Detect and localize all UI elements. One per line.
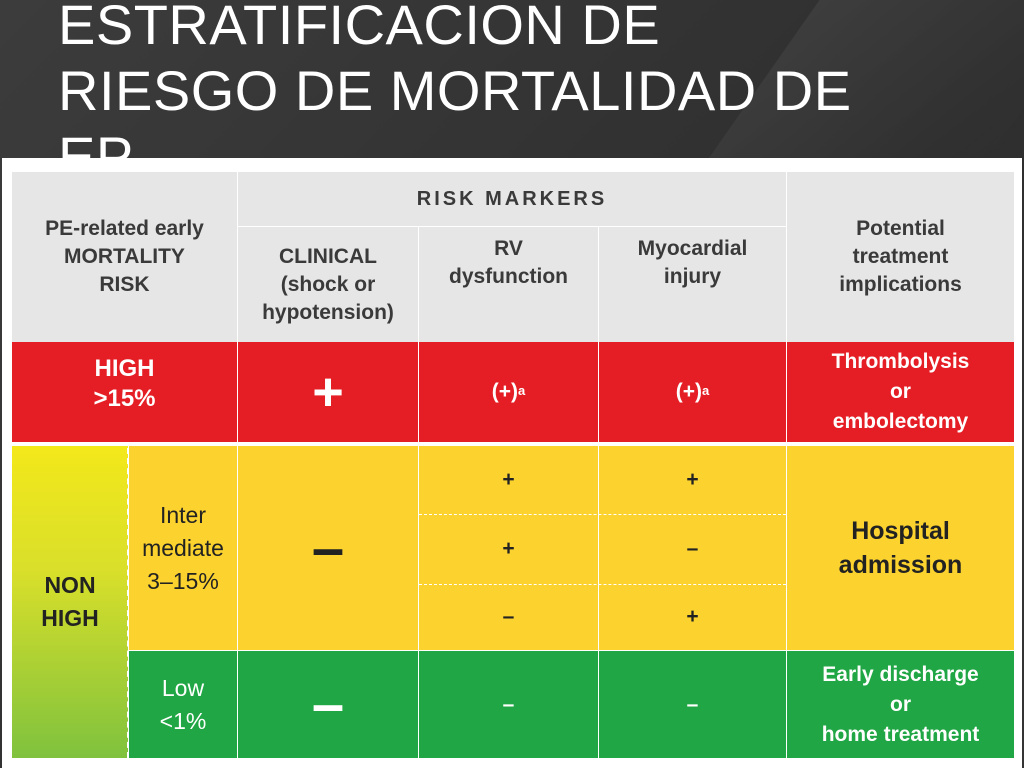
intermediate-implication: Hospital admission: [787, 446, 1014, 650]
risk-table: PE-related early MORTALITY RISK RISK MAR…: [2, 158, 1022, 768]
intermediate-myo-1: +: [599, 446, 786, 514]
header-risk: PE-related early MORTALITY RISK: [12, 172, 237, 342]
intermediate-rv-1: +: [419, 446, 598, 514]
intermediate-label: Inter mediate 3–15%: [129, 446, 237, 650]
header-implications: Potential treatment implications: [787, 172, 1014, 342]
high-implication: Thrombolysis or embolectomy: [787, 342, 1014, 442]
low-rv: –: [419, 651, 598, 758]
high-rv-sup: a: [518, 382, 526, 398]
high-rv: (+) a: [419, 342, 598, 442]
header-risk-markers: RISK MARKERS: [238, 172, 786, 226]
non-high-divider: [127, 448, 129, 758]
high-myo-sup: a: [702, 382, 710, 398]
intermediate-rv-3: –: [419, 584, 598, 650]
low-implication: Early discharge or home treatment: [787, 651, 1014, 758]
high-clinical: +: [238, 342, 418, 442]
intermediate-clinical: –: [238, 446, 418, 650]
intermediate-rv-2: +: [419, 514, 598, 584]
header-myocardial: Myocardial injury: [599, 227, 786, 342]
intermediate-myo-3: +: [599, 584, 786, 650]
intermediate-divider-2: [419, 584, 786, 585]
low-label: Low <1%: [129, 651, 237, 758]
header-rv: RV dysfunction: [419, 227, 598, 342]
low-myocardial: –: [599, 651, 786, 758]
intermediate-divider-1: [419, 514, 786, 515]
high-risk-label: HIGH >15%: [12, 342, 237, 442]
header-clinical: CLINICAL (shock or hypotension): [238, 227, 418, 342]
non-high-label: NON HIGH: [12, 446, 128, 758]
high-myo-value: (+): [675, 380, 702, 403]
intermediate-myo-2: –: [599, 514, 786, 584]
low-clinical: –: [238, 651, 418, 758]
high-myocardial: (+) a: [599, 342, 786, 442]
high-rv-value: (+): [491, 380, 518, 403]
